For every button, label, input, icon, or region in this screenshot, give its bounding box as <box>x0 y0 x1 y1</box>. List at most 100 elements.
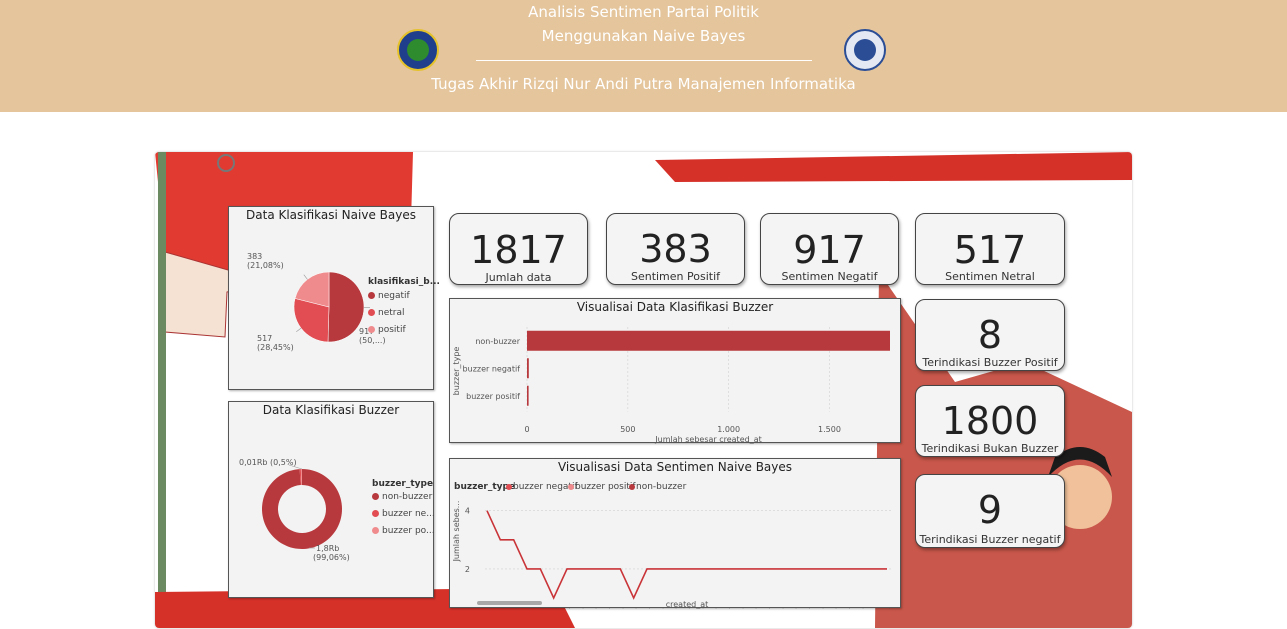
program-logo-icon <box>844 29 886 71</box>
line-x-tick-label: Mon ... <box>684 608 692 609</box>
report-canvas: Data Klasifikasi Naive Bayes 917 (50,...)… <box>155 152 1132 628</box>
line-x-axis-label: created_at <box>666 600 709 609</box>
donut-legend-item-non-buzzer: non-buzzer <box>372 492 432 502</box>
donut-data-label: 1,8Rb <box>316 544 339 553</box>
legend-dot-icon <box>506 483 512 490</box>
pie-chart-svg: 917(50,...) 517(28,45%) 383(21,08%) <box>247 252 386 352</box>
pie-data-label: 917 <box>359 327 374 336</box>
line-y-tick-label: 2 <box>465 565 470 574</box>
donut-slice-buzzer-positif <box>300 469 302 486</box>
legend-dot-icon <box>368 326 375 333</box>
line-legend-title: buzzer_type <box>454 482 516 492</box>
line-x-tick-label: Mon ... <box>671 608 679 609</box>
university-logo-icon <box>397 29 439 71</box>
line-x-tick-label: Mon ... <box>804 608 812 609</box>
kpi-label: Sentimen Positif <box>630 270 721 283</box>
kpi-value: 1800 <box>941 399 1039 443</box>
bar-non-buzzer <box>527 330 890 351</box>
kpi-label: Jumlah data <box>485 271 552 284</box>
kpi-value: 1817 <box>470 228 567 272</box>
line-x-tick-label: Sat F... <box>884 608 892 609</box>
bar-buzzer-negatif <box>527 358 529 379</box>
pie-legend-item-netral: netral <box>368 308 405 318</box>
header-title-line1: Analisis Sentimen Partai Politik <box>528 3 759 21</box>
bar-y-axis-label: buzzer_type <box>452 347 461 396</box>
line-y-tick-label: 4 <box>465 507 470 516</box>
line-x-tick-label: Sat F... <box>857 608 865 609</box>
line-x-tick-label: Mon ... <box>631 608 639 609</box>
donut-data-label: 0,01Rb (0,5%) <box>239 458 297 467</box>
kpi-label: Terindikasi Bukan Buzzer <box>921 442 1059 455</box>
line-x-tick-label: Fri F... <box>551 608 559 609</box>
pie-legend-item-positif: positif <box>368 325 406 335</box>
pie-slice-negatif <box>327 271 365 343</box>
bar-buzzer-positif <box>527 385 529 406</box>
pie-legend-title: klasifikasi_b... <box>368 277 440 287</box>
line-x-tick-label: Mon ... <box>657 608 665 609</box>
kpi-label: Terindikasi Buzzer negatif <box>919 533 1061 546</box>
line-x-tick-label: Sat F... <box>871 608 879 609</box>
line-x-tick-label: Mon ... <box>777 608 785 609</box>
line-x-tick-label: Mon ... <box>751 608 759 609</box>
line-x-tick-label: Mon ... <box>844 608 852 609</box>
line-chart-title: Visualisasi Data Sentimen Naive Bayes <box>557 460 793 474</box>
bar-x-tick-label: 500 <box>620 425 635 434</box>
header-title-line2: Menggunakan Naive Bayes <box>541 27 746 45</box>
pie-data-label-percent: (28,45%) <box>257 343 294 352</box>
kpi-card-sentimen-netral[interactable]: 517 Sentimen Netral <box>915 213 1065 285</box>
line-x-tick-label: Tue F... <box>511 608 519 609</box>
kpi-card-sentimen-positif[interactable]: 383 Sentimen Positif <box>606 213 745 285</box>
line-x-tick-label: Fri F... <box>524 608 532 609</box>
line-chart-panel[interactable]: Visualisasi Data Sentimen Naive Bayes bu… <box>449 458 901 609</box>
donut-chart-panel[interactable]: Data Klasifikasi Buzzer 0,01Rb (0,5%) 1,8… <box>228 401 435 598</box>
line-legend-item-non-buzzer: non-buzzer <box>629 482 686 492</box>
donut-legend-item-buzzer-positif: buzzer po... <box>372 526 435 536</box>
line-x-tick-label: Mon ... <box>764 608 772 609</box>
line-x-tick-label: Fri F... <box>537 608 545 609</box>
kpi-card-jumlah-data[interactable]: 1817 Jumlah data <box>449 213 588 285</box>
pie-data-label-percent: (50,...) <box>359 336 386 345</box>
donut-leader-line <box>288 464 303 470</box>
bar-y-tick-label: buzzer negatif <box>463 364 521 373</box>
horizontal-scrollbar[interactable] <box>477 601 542 605</box>
pie-data-label: 517 <box>257 334 272 343</box>
kpi-value: 517 <box>953 228 1027 272</box>
pie-data-label-percent: (21,08%) <box>247 261 284 270</box>
kpi-card-buzzer-negatif[interactable]: 9 Terindikasi Buzzer negatif <box>915 474 1065 548</box>
kpi-card-sentimen-negatif[interactable]: 917 Sentimen Negatif <box>760 213 899 285</box>
line-x-tick-label: Mon ... <box>737 608 745 609</box>
donut-slice-non-buzzer <box>262 469 343 549</box>
bar-x-tick-label: 1.000 <box>717 425 740 434</box>
line-series-non-buzzer <box>486 510 887 600</box>
pie-chart-panel[interactable]: Data Klasifikasi Naive Bayes 917 (50,...)… <box>228 206 440 390</box>
pie-slice-netral <box>293 298 330 343</box>
line-x-tick-label: Mon ... <box>697 608 705 609</box>
bar-chart-panel[interactable]: Visualisai Data Klasifikasi Buzzer 0 500 1… <box>449 298 901 444</box>
pie-chart-title: Data Klasifikasi Naive Bayes <box>246 208 416 222</box>
line-x-tick-label: Mon ... <box>817 608 825 609</box>
legend-dot-icon <box>629 483 635 490</box>
bar-x-axis-label: Jumlah sebesar created_at <box>654 435 761 444</box>
line-chart-svg: 2 4 Mon ... Tue F... Tue F... Fri F... Fri F..… <box>452 501 892 609</box>
legend-dot-icon <box>368 292 375 299</box>
kpi-card-buzzer-positif[interactable]: 8 Terindikasi Buzzer Positif <box>915 299 1065 371</box>
pie-data-label: 383 <box>247 252 262 261</box>
legend-dot-icon <box>372 527 379 534</box>
kpi-value: 917 <box>793 228 866 272</box>
line-legend-item-buzzer-positif: buzzer positif <box>568 482 636 492</box>
line-x-tick-label: Mon ... <box>711 608 719 609</box>
pie-slice-positif <box>294 271 330 308</box>
donut-chart-title: Data Klasifikasi Buzzer <box>262 403 400 417</box>
kpi-value: 8 <box>977 313 1003 357</box>
line-legend-item-buzzer-negatif: buzzer negatif <box>506 482 578 492</box>
kpi-label: Terindikasi Buzzer Positif <box>922 356 1058 369</box>
kpi-card-bukan-buzzer[interactable]: 1800 Terindikasi Bukan Buzzer <box>915 385 1065 457</box>
line-x-tick-label: Mon ... <box>644 608 652 609</box>
pie-legend-item-negatif: negatif <box>368 291 410 301</box>
donut-legend-title: buzzer_type <box>372 479 434 489</box>
header-subtitle: Tugas Akhir Rizqi Nur Andi Putra Manajem… <box>431 75 856 93</box>
legend-dot-icon <box>368 309 375 316</box>
bar-y-tick-label: buzzer positif <box>466 392 520 401</box>
line-x-tick-label: Mon ... <box>791 608 799 609</box>
